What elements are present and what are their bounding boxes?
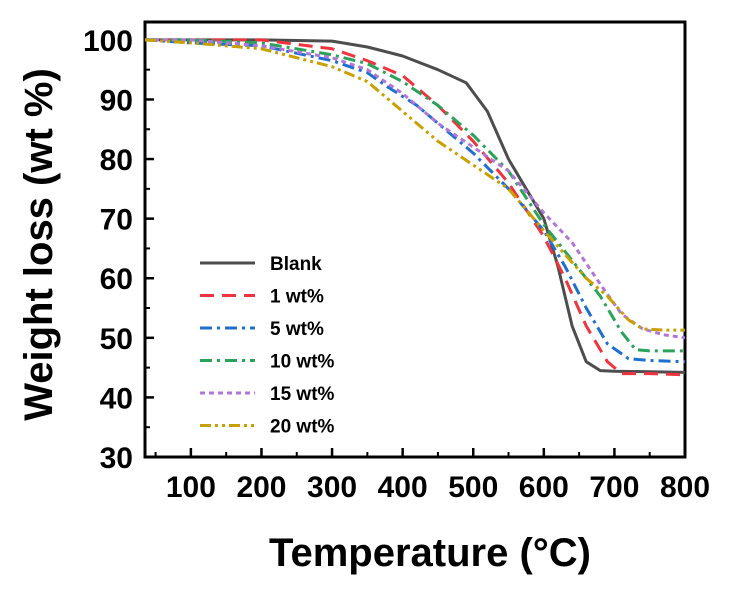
plot-area-border [143, 20, 687, 459]
series-line [144, 38, 686, 364]
y-tick-label: 80 [100, 144, 133, 177]
y-tick-label: 40 [100, 382, 133, 415]
legend-label: 15 wt% [270, 384, 335, 405]
x-tick-label: 700 [589, 471, 639, 504]
legend: Blank 1 wt% 5 wt% 10 wt% 15 wt% 20 wt% [200, 254, 335, 438]
y-tick-labels: 30 40 50 60 70 80 90 100 [83, 25, 133, 475]
y-tick-label: 30 [100, 442, 133, 475]
legend-label: 1 wt% [270, 287, 324, 308]
x-tick-label: 800 [660, 471, 710, 504]
legend-label: 10 wt% [270, 352, 335, 373]
y-tick-label: 60 [100, 263, 133, 296]
x-tick-labels: 100 200 300 400 500 600 700 800 [166, 471, 710, 504]
y-tick-label: 100 [83, 25, 133, 58]
legend-label: 5 wt% [270, 319, 324, 340]
series-line [144, 38, 685, 332]
series-line [145, 38, 686, 377]
legend-label: 20 wt% [270, 417, 335, 438]
series-line [145, 38, 685, 353]
y-tick-label: 70 [100, 204, 133, 237]
series-lines [144, 38, 686, 377]
y-tick-label: 50 [100, 323, 133, 356]
series-line [145, 38, 686, 340]
y-tick-label: 90 [100, 84, 133, 117]
y-axis-title: Weight loss (wt %) [17, 68, 61, 421]
x-tick-label: 300 [307, 471, 357, 504]
x-tick-label: 600 [519, 471, 569, 504]
series-line [145, 38, 686, 374]
x-tick-label: 400 [378, 471, 428, 504]
x-tick-label: 500 [448, 471, 498, 504]
x-tick-label: 200 [236, 471, 286, 504]
axis-ticks [145, 38, 687, 459]
x-axis-title: Temperature (°C) [269, 531, 591, 575]
legend-label: Blank [270, 254, 322, 275]
x-tick-label: 100 [166, 471, 216, 504]
plot-frame [143, 20, 687, 459]
